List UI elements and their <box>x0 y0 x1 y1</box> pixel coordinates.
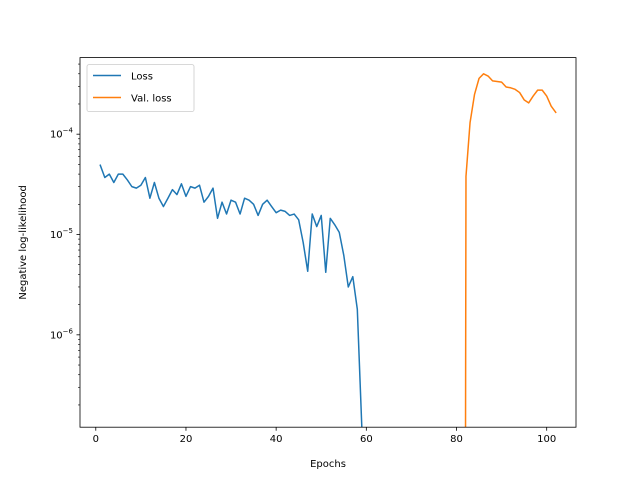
plot-frame <box>79 57 577 428</box>
y-axis-label: Negative log-likelihood <box>18 185 29 300</box>
series-line-1 <box>464 73 557 428</box>
y-tick-label: 10−5 <box>50 227 73 241</box>
legend-box <box>86 64 195 112</box>
x-axis: 0 20 40 60 80 100 <box>93 427 556 445</box>
legend-label-loss: Loss <box>131 72 153 83</box>
legend-label-val-loss: Val. loss <box>131 94 172 105</box>
series-line-0 <box>99 164 363 428</box>
x-tick-label: 60 <box>360 434 373 445</box>
y-axis: 10−6 10−5 10−4 <box>50 63 80 406</box>
plot-lines <box>99 73 557 428</box>
y-tick-label: 10−4 <box>50 127 74 141</box>
x-tick-label: 20 <box>180 434 193 445</box>
y-tick-label: 10−6 <box>50 327 74 341</box>
x-tick-label: 80 <box>450 434 463 445</box>
x-tick-label: 100 <box>537 434 556 445</box>
x-axis-label: Epochs <box>310 459 346 470</box>
legend: Loss Val. loss <box>86 64 195 112</box>
x-tick-label: 0 <box>93 434 99 445</box>
x-tick-label: 40 <box>270 434 283 445</box>
